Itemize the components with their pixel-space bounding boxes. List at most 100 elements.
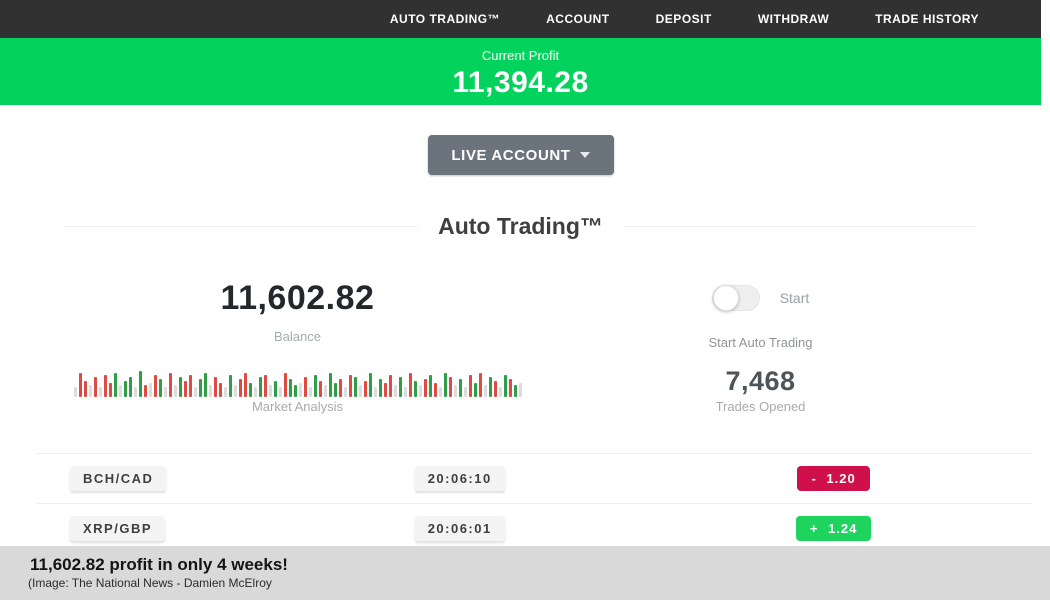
balance-label: Balance	[274, 329, 321, 344]
toggle-knob	[712, 285, 739, 311]
nav-item-auto-trading[interactable]: AUTO TRADING™	[389, 12, 501, 26]
caption-credit: (Image: The National News - Damien McElr…	[28, 576, 272, 590]
start-auto-trading-toggle[interactable]	[711, 285, 760, 311]
market-bar	[333, 383, 337, 397]
profit-banner: Current Profit 11,394.28	[0, 38, 1041, 105]
market-bar	[93, 377, 97, 397]
market-bar	[508, 379, 512, 397]
market-bar	[478, 373, 482, 397]
market-bar	[183, 381, 187, 397]
time-chip: 20:06:10	[414, 466, 505, 491]
market-bar	[268, 385, 272, 397]
nav-item-account[interactable]: ACCOUNT	[546, 12, 610, 26]
nav-item-withdraw[interactable]: WITHDRAW	[757, 12, 830, 26]
market-bar	[378, 379, 382, 397]
market-bar	[453, 385, 457, 397]
market-bar	[168, 373, 172, 397]
market-bar	[353, 377, 357, 397]
market-bar	[238, 379, 242, 397]
market-bar	[193, 387, 197, 397]
market-analysis-block: Market Analysis	[0, 351, 595, 415]
change-badge: - 1.20	[797, 466, 870, 491]
market-bar	[393, 385, 397, 397]
table-row: BCH/CAD 20:06:10 - 1.20	[36, 453, 1033, 503]
market-bar	[83, 381, 87, 397]
market-bar	[158, 379, 162, 397]
market-bar	[458, 379, 462, 397]
pair-chip: BCH/CAD	[70, 466, 167, 491]
market-bar	[518, 383, 522, 397]
nav-item-trade-history[interactable]: TRADE HISTORY	[875, 12, 979, 26]
market-bar	[223, 387, 227, 397]
market-bar	[313, 375, 317, 397]
live-account-dropdown[interactable]: LIVE ACCOUNT	[427, 135, 614, 175]
trades-table: BCH/CAD 20:06:10 - 1.20 XRP/GBP 20:06:01…	[36, 453, 1033, 553]
market-bar	[308, 387, 312, 397]
chevron-down-icon	[579, 152, 590, 158]
market-bar	[143, 385, 147, 397]
trading-site: AUTO TRADING™ ACCOUNT DEPOSIT WITHDRAW TRADE…	[0, 0, 1041, 553]
balance-block: 11,602.82 Balance	[0, 269, 595, 351]
market-bar	[368, 373, 372, 397]
market-bar	[488, 377, 492, 397]
market-bar	[133, 387, 137, 397]
market-bar	[113, 373, 117, 397]
market-bar	[388, 375, 392, 397]
market-bar	[118, 385, 122, 397]
market-bar	[428, 375, 432, 397]
market-bar	[203, 373, 207, 397]
market-bar	[448, 377, 452, 397]
market-bar	[218, 383, 222, 397]
market-bar	[78, 373, 82, 397]
trades-opened-label: Trades Opened	[715, 399, 806, 414]
market-bar	[153, 375, 157, 397]
market-bar	[163, 387, 167, 397]
market-bar	[138, 371, 142, 397]
market-bar	[493, 381, 497, 397]
market-bar	[383, 383, 387, 397]
market-bar	[343, 387, 347, 397]
market-bar	[363, 381, 367, 397]
market-bar	[443, 373, 447, 397]
market-bar	[173, 385, 177, 397]
market-bar	[418, 385, 422, 397]
market-bar	[188, 375, 192, 397]
market-bar	[228, 375, 232, 397]
auto-trading-label: Start Auto Trading	[708, 335, 813, 350]
image-caption-bar: 11,602.82 profit in only 4 weeks! (Image…	[0, 546, 1050, 600]
account-selector-row: LIVE ACCOUNT	[0, 135, 1041, 175]
trades-opened-block: 7,468 Trades Opened	[595, 351, 1041, 415]
market-bar	[88, 385, 92, 397]
market-bar	[433, 383, 437, 397]
change-badge: + 1.24	[795, 515, 872, 541]
market-bar	[468, 375, 472, 397]
market-bar	[263, 375, 267, 397]
time-chip: 20:06:01	[414, 515, 505, 541]
market-bar	[103, 375, 107, 397]
nav-item-deposit[interactable]: DEPOSIT	[655, 12, 712, 26]
market-bar	[198, 379, 202, 397]
top-navbar: AUTO TRADING™ ACCOUNT DEPOSIT WITHDRAW TRADE…	[0, 0, 1041, 38]
market-bar	[373, 387, 377, 397]
market-bar	[398, 377, 402, 397]
balance-value: 11,602.82	[220, 278, 375, 317]
profit-banner-value: 11,394.28	[452, 66, 589, 99]
market-bar	[73, 387, 77, 397]
trades-opened-value: 7,468	[725, 366, 796, 396]
stats-grid: 11,602.82 Balance Start Start Auto Tradi…	[0, 269, 1041, 415]
market-bar	[243, 373, 247, 397]
market-bar	[108, 383, 112, 397]
market-bar	[408, 373, 412, 397]
market-bar	[178, 377, 182, 397]
market-bar	[273, 381, 277, 397]
market-bar	[128, 377, 132, 397]
market-bar	[423, 379, 427, 397]
market-bar	[463, 387, 467, 397]
market-bar	[233, 385, 237, 397]
market-analysis-chart	[73, 367, 522, 397]
market-bar	[498, 387, 502, 397]
market-bar	[403, 387, 407, 397]
market-bar	[258, 377, 262, 397]
market-bar	[298, 383, 302, 397]
